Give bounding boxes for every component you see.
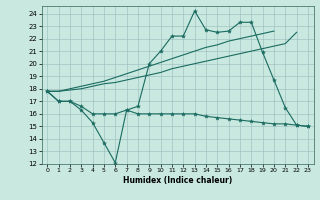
X-axis label: Humidex (Indice chaleur): Humidex (Indice chaleur) xyxy=(123,176,232,185)
